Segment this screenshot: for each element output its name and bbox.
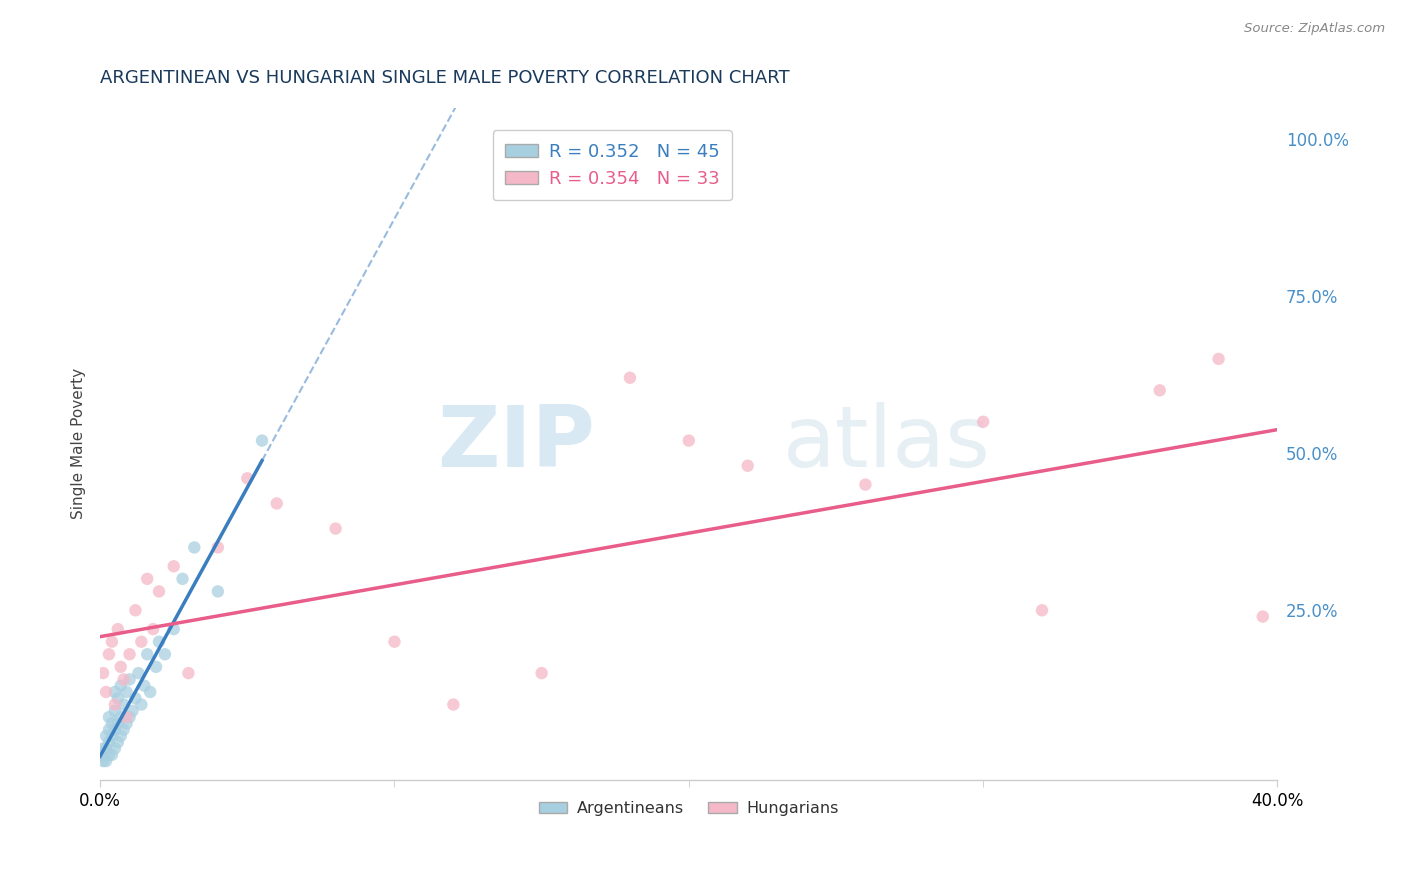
Point [118, 647, 141, 661]
Point [94, 741, 117, 756]
Point [104, 741, 127, 756]
Point [207, 541, 229, 555]
Point [163, 559, 186, 574]
Point [97, 723, 120, 737]
Point [236, 471, 259, 485]
Y-axis label: Single Male Poverty: Single Male Poverty [72, 368, 86, 519]
Point [97, 710, 120, 724]
Point [855, 477, 877, 491]
Point [107, 716, 129, 731]
Point [1031, 603, 1053, 617]
Point [678, 434, 700, 448]
Point [107, 691, 129, 706]
Text: ARGENTINEAN VS HUNGARIAN SINGLE MALE POVERTY CORRELATION CHART: ARGENTINEAN VS HUNGARIAN SINGLE MALE POV… [100, 69, 790, 87]
Point [90, 747, 112, 762]
Point [110, 729, 132, 743]
Point [124, 691, 146, 706]
Point [441, 698, 464, 712]
Point [266, 496, 288, 510]
Point [115, 710, 138, 724]
Point [110, 660, 132, 674]
Point [118, 673, 141, 687]
Point [91, 754, 114, 768]
Point [1149, 384, 1171, 398]
Point [172, 572, 194, 586]
Point [115, 716, 138, 731]
Point [104, 723, 127, 737]
Point [124, 603, 146, 617]
Point [115, 685, 138, 699]
Point [619, 370, 641, 384]
Text: Source: ZipAtlas.com: Source: ZipAtlas.com [1244, 22, 1385, 36]
Point [177, 666, 200, 681]
Point [1208, 351, 1230, 366]
Point [207, 584, 229, 599]
Point [110, 679, 132, 693]
Text: atlas: atlas [783, 402, 991, 485]
Point [131, 634, 153, 648]
Point [101, 634, 124, 648]
Point [384, 634, 406, 648]
Point [145, 660, 167, 674]
Point [112, 723, 135, 737]
Point [107, 735, 129, 749]
Point [94, 754, 117, 768]
Point [104, 698, 127, 712]
Point [94, 685, 117, 699]
Point [139, 685, 162, 699]
Point [97, 747, 120, 762]
Point [148, 584, 170, 599]
Point [91, 741, 114, 756]
Point [163, 622, 186, 636]
Point [131, 698, 153, 712]
Point [112, 698, 135, 712]
Point [118, 710, 141, 724]
Point [101, 747, 124, 762]
Point [91, 747, 114, 762]
Point [94, 729, 117, 743]
Point [134, 679, 156, 693]
Point [136, 647, 159, 661]
Point [121, 704, 143, 718]
Point [1251, 609, 1274, 624]
Point [107, 622, 129, 636]
Point [325, 522, 347, 536]
Point [110, 710, 132, 724]
Point [530, 666, 553, 681]
Point [250, 434, 273, 448]
Point [972, 415, 994, 429]
Legend: Argentineans, Hungarians: Argentineans, Hungarians [533, 795, 845, 822]
Point [97, 735, 120, 749]
Point [101, 716, 124, 731]
Point [91, 666, 114, 681]
Point [183, 541, 205, 555]
Text: ZIP: ZIP [437, 402, 595, 485]
Point [101, 729, 124, 743]
Point [104, 704, 127, 718]
Point [112, 673, 135, 687]
Point [148, 634, 170, 648]
Point [104, 685, 127, 699]
Point [737, 458, 759, 473]
Point [127, 666, 149, 681]
Point [97, 647, 120, 661]
Point [153, 647, 176, 661]
Point [142, 622, 165, 636]
Point [136, 572, 159, 586]
